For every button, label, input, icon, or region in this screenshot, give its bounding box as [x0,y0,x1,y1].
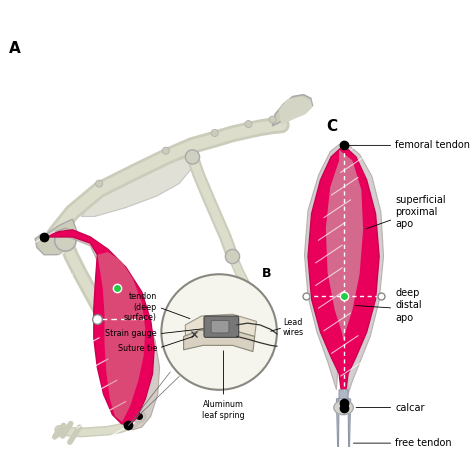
Polygon shape [82,157,192,217]
Circle shape [96,180,103,187]
Text: deep
distal
apo: deep distal apo [395,288,422,323]
Text: Aluminum
leaf spring: Aluminum leaf spring [202,401,245,420]
Text: femoral tendon: femoral tendon [395,140,470,150]
Circle shape [133,410,146,423]
Circle shape [225,249,239,264]
Text: Strain gauge: Strain gauge [105,329,157,338]
Circle shape [162,147,169,154]
Polygon shape [326,150,363,341]
Polygon shape [97,252,146,422]
Circle shape [211,129,218,137]
Circle shape [55,230,76,251]
FancyBboxPatch shape [211,320,229,333]
Text: tendon
(deep
surface): tendon (deep surface) [124,292,157,322]
Circle shape [258,336,269,346]
Polygon shape [35,219,77,255]
Text: B: B [262,267,271,280]
Polygon shape [304,141,383,394]
Text: superficial
proximal
apo: superficial proximal apo [395,195,446,229]
Circle shape [245,120,252,128]
Polygon shape [337,390,351,470]
Polygon shape [273,95,312,126]
Ellipse shape [334,401,353,415]
Circle shape [161,274,277,390]
Text: A: A [9,41,20,56]
Polygon shape [183,330,255,352]
Polygon shape [185,314,256,337]
Text: calcar: calcar [395,402,425,412]
Circle shape [101,320,118,338]
FancyBboxPatch shape [204,316,239,337]
Polygon shape [279,97,312,125]
Polygon shape [44,228,160,430]
Circle shape [185,150,200,164]
Polygon shape [308,146,379,399]
Circle shape [269,116,276,123]
Text: C: C [326,118,337,134]
Text: free tendon: free tendon [395,438,452,448]
Text: Suture tie: Suture tie [118,344,157,353]
Text: Lead
wires: Lead wires [283,318,304,337]
Polygon shape [44,230,154,425]
